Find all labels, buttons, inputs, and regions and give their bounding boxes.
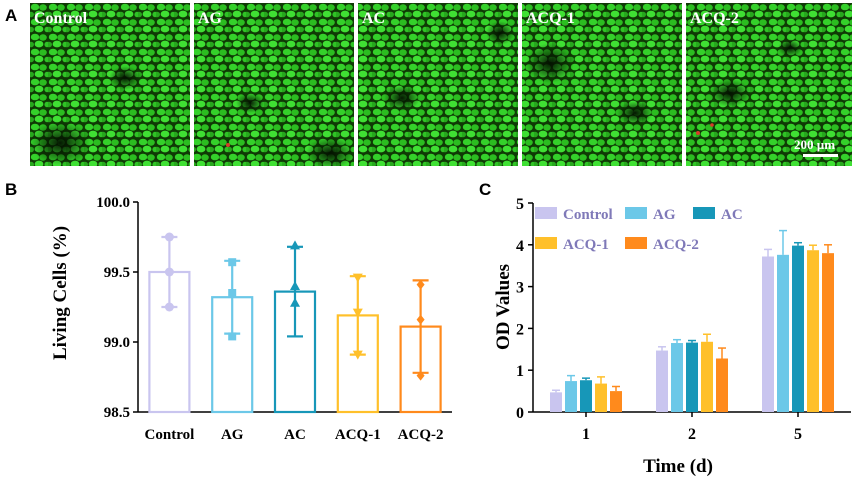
chart-c-ylabel: OD Values — [493, 264, 514, 350]
chart-b-ytick-label: 99.5 — [104, 265, 130, 281]
panel-label-b: B — [5, 180, 18, 199]
chart-c-legend-swatch — [625, 207, 647, 219]
chart-c-legend-label: AG — [653, 207, 676, 223]
chart-c-legend-swatch — [693, 207, 715, 219]
chart-b-category-label: AC — [284, 427, 306, 443]
image-ac: AC — [358, 3, 518, 166]
label-ag: AG — [198, 10, 223, 27]
chart-b-point — [164, 232, 174, 242]
chart-c-xtick-label: 2 — [688, 426, 696, 443]
chart-b-point — [416, 370, 425, 381]
chart-c-bar — [762, 256, 774, 412]
chart-c-xtick-label: 1 — [582, 426, 590, 443]
chart-b-category-label: AG — [221, 427, 244, 443]
chart-c-bar — [671, 343, 683, 412]
chart-b-category-label: ACQ-2 — [398, 427, 444, 443]
chart-b-ytick-label: 99.0 — [104, 335, 130, 351]
image-acq-2: ACQ-2 200 µm — [686, 3, 852, 166]
chart-c-ytick-label: 3 — [516, 280, 524, 297]
label-control: Control — [34, 10, 88, 27]
scale-bar-label: 200 µm — [794, 137, 835, 152]
chart-c-bar — [595, 383, 607, 412]
chart-b-point — [164, 302, 174, 312]
chart-b-point — [352, 350, 363, 360]
chart-c-bar — [656, 350, 668, 412]
chart-c-ytick-label: 5 — [516, 196, 524, 213]
chart-c-xtick-label: 5 — [794, 426, 802, 443]
label-acq-1: ACQ-1 — [526, 10, 575, 27]
fluorescence-image-strip: Control AG AC ACQ-1 ACQ-2 200 µm — [30, 3, 852, 166]
chart-c-bar — [580, 380, 592, 412]
chart-c-bar — [777, 254, 789, 412]
chart-c-bar — [610, 391, 622, 412]
chart-c-legend-label: Control — [563, 207, 613, 223]
chart-b-point — [352, 308, 363, 318]
chart-b-point — [228, 332, 237, 341]
chart-c-bar — [686, 342, 698, 412]
chart-c-bar — [701, 341, 713, 412]
image-control: Control — [30, 3, 190, 166]
chart-c-legend-label: ACQ-2 — [653, 237, 699, 253]
chart-c-bar — [716, 358, 728, 412]
chart-c-legend-swatch — [535, 207, 557, 219]
chart-c-bar — [807, 250, 819, 412]
chart-b-ylabel: Living Cells (%) — [50, 226, 71, 360]
chart-c-ytick-label: 0 — [516, 405, 524, 422]
chart-b-point — [228, 258, 237, 267]
living-cells-chart: Living Cells (%) 98.5 99.0 99.5 100.0 Contro… — [50, 195, 452, 443]
panel-label-c: C — [479, 180, 492, 199]
chart-c-legend-swatch — [625, 237, 647, 249]
image-acq-1: ACQ-1 — [522, 3, 682, 166]
label-ac: AC — [362, 10, 385, 27]
chart-c-bar — [822, 253, 834, 412]
chart-b-ytick-label: 98.5 — [104, 405, 130, 421]
chart-b-point — [290, 297, 300, 307]
image-ag: AG — [194, 3, 354, 166]
chart-b-ytick-label: 100.0 — [96, 195, 130, 211]
scale-bar — [803, 154, 838, 157]
chart-c-legend-label: ACQ-1 — [563, 237, 609, 253]
panel-label-a: A — [5, 6, 18, 25]
chart-c-legend-swatch — [535, 237, 557, 249]
chart-b-point — [164, 267, 174, 277]
chart-c-bar — [565, 381, 577, 412]
chart-c-ytick-label: 1 — [516, 363, 524, 380]
chart-c-legend-label: AC — [721, 207, 743, 223]
label-acq-2: ACQ-2 — [690, 10, 739, 27]
od-values-chart: OD Values Time (d) 0 1 2 3 4 5 1 2 5 Control AG AC A… — [493, 196, 851, 477]
chart-b-point — [416, 314, 425, 325]
chart-b-point — [290, 240, 300, 250]
chart-c-ytick-label: 4 — [516, 238, 524, 255]
chart-c-bar — [550, 392, 562, 412]
chart-b-category-label: ACQ-1 — [335, 427, 381, 443]
chart-b-point — [416, 279, 425, 290]
chart-b-point — [228, 289, 237, 297]
chart-c-ytick-label: 2 — [516, 321, 524, 338]
chart-b-point — [290, 281, 300, 290]
chart-b-point — [352, 273, 363, 283]
chart-c-bar — [792, 245, 804, 412]
chart-b-category-label: Control — [145, 427, 195, 443]
chart-c-xlabel: Time (d) — [643, 456, 713, 477]
